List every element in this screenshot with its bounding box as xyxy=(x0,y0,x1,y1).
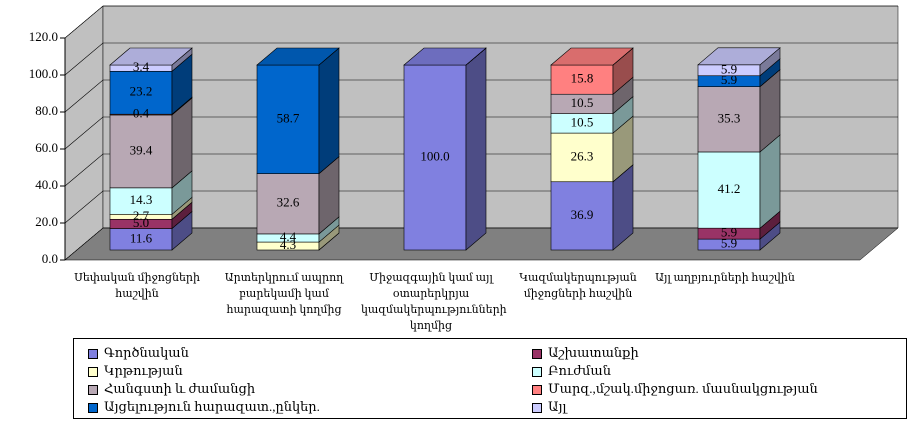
data-label: 4.3 xyxy=(280,237,296,252)
bar-side xyxy=(465,47,487,251)
data-label: 26.3 xyxy=(571,148,594,163)
y-tick-label: 0.0 xyxy=(42,251,58,266)
legend-label: Մարզ.,մշակ.միջոցառ. մասնակցության xyxy=(548,381,818,396)
x-tick-label: Կազմակերպության միջոցների հաշվին xyxy=(519,272,637,300)
bar-top xyxy=(697,47,781,66)
data-label: 14.3 xyxy=(130,192,153,207)
bar-top xyxy=(403,47,487,66)
legend-swatch xyxy=(88,403,98,414)
legend-item: Աշխատանքի xyxy=(532,345,639,361)
bar-segment xyxy=(403,64,467,251)
legend-item: Բուժման xyxy=(532,363,611,379)
bar-top xyxy=(550,47,634,66)
x-tick-label: Արտերկրում ապրող բարեկամի կամ հարազատի կ… xyxy=(224,272,344,316)
data-label: 58.7 xyxy=(277,110,300,125)
data-label: 35.3 xyxy=(718,110,741,125)
legend-item: Հանգստի և ժամանցի xyxy=(88,381,255,397)
legend-swatch xyxy=(532,367,542,378)
legend-label: Աշխատանքի xyxy=(548,345,639,360)
grid-line xyxy=(64,42,898,76)
data-label: 5.9 xyxy=(721,225,737,240)
data-label: 5.0 xyxy=(133,215,149,230)
bar-segment xyxy=(109,70,173,115)
legend-label: Գործնական xyxy=(104,345,189,360)
legend-item: Այցելություն հարազատ.,ընկեր. xyxy=(88,399,320,415)
bar-segment xyxy=(256,64,320,174)
data-label: 39.4 xyxy=(130,142,153,157)
data-label: 36.9 xyxy=(571,207,594,222)
bar-top xyxy=(256,47,340,66)
data-label: 10.5 xyxy=(571,114,594,129)
y-tick-label: 100.0 xyxy=(29,66,58,81)
data-label: 11.6 xyxy=(130,230,153,245)
legend-label: Այլ xyxy=(548,399,567,414)
legend-swatch xyxy=(532,403,542,414)
data-label: 2.7 xyxy=(133,208,150,223)
legend-label: Այցելություն հարազատ.,ընկեր. xyxy=(104,399,320,414)
data-label: 41.2 xyxy=(718,181,741,196)
data-label: 32.6 xyxy=(277,195,300,210)
data-label: 4.4 xyxy=(280,229,297,244)
y-tick-label: 80.0 xyxy=(35,103,58,118)
bar-segment xyxy=(109,114,173,189)
data-label: 15.8 xyxy=(571,71,594,86)
legend-swatch xyxy=(88,349,98,360)
data-label: 3.4 xyxy=(133,59,150,74)
bar-segment xyxy=(697,151,761,229)
legend-swatch xyxy=(88,367,98,378)
legend-swatch xyxy=(88,385,98,396)
x-tick-label: Այլ աղբյուրների հաշվին xyxy=(655,272,795,284)
data-label: 0.4 xyxy=(133,106,150,121)
legend-item: Կրթության xyxy=(88,363,183,379)
x-tick-label: Սեփական միջոցների հաշվին xyxy=(74,272,200,300)
legend-swatch xyxy=(532,385,542,396)
data-label: 100.0 xyxy=(420,148,449,163)
bar-top xyxy=(109,47,193,66)
bar-segment xyxy=(256,173,320,235)
legend-swatch xyxy=(532,349,542,360)
y-tick-label: 60.0 xyxy=(35,140,58,155)
plot: 0.020.040.060.080.0100.0120.011.65.02.71… xyxy=(29,5,899,266)
legend: Գործնական Աշխատանքի Կրթության Բուժման Հանգստ… xyxy=(73,338,907,419)
y-tick-label: 120.0 xyxy=(29,29,58,44)
legend-label: Հանգստի և ժամանցի xyxy=(104,381,256,396)
data-label: 23.2 xyxy=(130,84,153,99)
y-tick-label: 20.0 xyxy=(35,214,58,229)
legend-item: Գործնական xyxy=(88,345,189,361)
data-label: 5.9 xyxy=(721,236,737,251)
legend-label: Կրթության xyxy=(104,363,183,378)
legend-item: Մարզ.,մշակ.միջոցառ. մասնակցության xyxy=(532,381,818,397)
x-tick-label: Միջազգային կամ այլ օտարերկրյա կազմակերպո… xyxy=(361,272,507,332)
legend-label: Բուժման xyxy=(548,363,611,378)
data-label: 5.9 xyxy=(721,61,737,76)
bar-segment xyxy=(550,181,614,251)
data-label: 10.5 xyxy=(571,95,594,110)
data-label: 5.9 xyxy=(721,72,737,87)
legend-item: Այլ xyxy=(532,399,567,415)
grid-line xyxy=(64,5,898,39)
y-tick-label: 40.0 xyxy=(35,177,58,192)
bar-side xyxy=(318,47,340,175)
